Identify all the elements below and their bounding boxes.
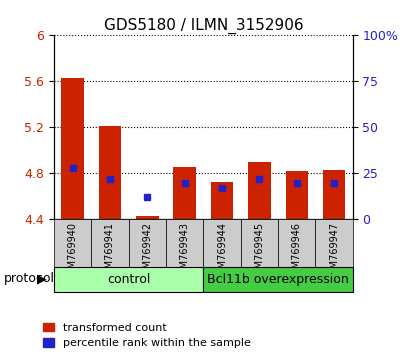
Text: GSM769945: GSM769945 bbox=[254, 222, 264, 281]
Bar bbox=[99, 126, 121, 219]
Legend: transformed count, percentile rank within the sample: transformed count, percentile rank withi… bbox=[43, 322, 251, 348]
Bar bbox=[173, 167, 196, 219]
Bar bbox=[211, 182, 233, 219]
Bar bbox=[136, 216, 159, 219]
Bar bbox=[61, 78, 84, 219]
FancyBboxPatch shape bbox=[203, 219, 241, 267]
Text: GSM769947: GSM769947 bbox=[329, 222, 339, 281]
FancyBboxPatch shape bbox=[54, 267, 203, 292]
FancyBboxPatch shape bbox=[241, 219, 278, 267]
Text: control: control bbox=[107, 273, 150, 286]
Text: GSM769943: GSM769943 bbox=[180, 222, 190, 281]
Text: Bcl11b overexpression: Bcl11b overexpression bbox=[207, 273, 349, 286]
FancyBboxPatch shape bbox=[203, 267, 353, 292]
FancyBboxPatch shape bbox=[54, 219, 91, 267]
Bar bbox=[286, 171, 308, 219]
Title: GDS5180 / ILMN_3152906: GDS5180 / ILMN_3152906 bbox=[103, 18, 303, 34]
FancyBboxPatch shape bbox=[91, 219, 129, 267]
Text: GSM769944: GSM769944 bbox=[217, 222, 227, 281]
FancyBboxPatch shape bbox=[315, 219, 353, 267]
Text: GSM769941: GSM769941 bbox=[105, 222, 115, 281]
Bar bbox=[248, 162, 271, 219]
Text: ▶: ▶ bbox=[37, 273, 46, 285]
FancyBboxPatch shape bbox=[278, 219, 315, 267]
FancyBboxPatch shape bbox=[166, 219, 203, 267]
Text: GSM769946: GSM769946 bbox=[292, 222, 302, 281]
Text: GSM769942: GSM769942 bbox=[142, 222, 152, 281]
Bar bbox=[323, 170, 345, 219]
Text: protocol: protocol bbox=[4, 273, 55, 285]
Text: GSM769940: GSM769940 bbox=[68, 222, 78, 281]
FancyBboxPatch shape bbox=[129, 219, 166, 267]
